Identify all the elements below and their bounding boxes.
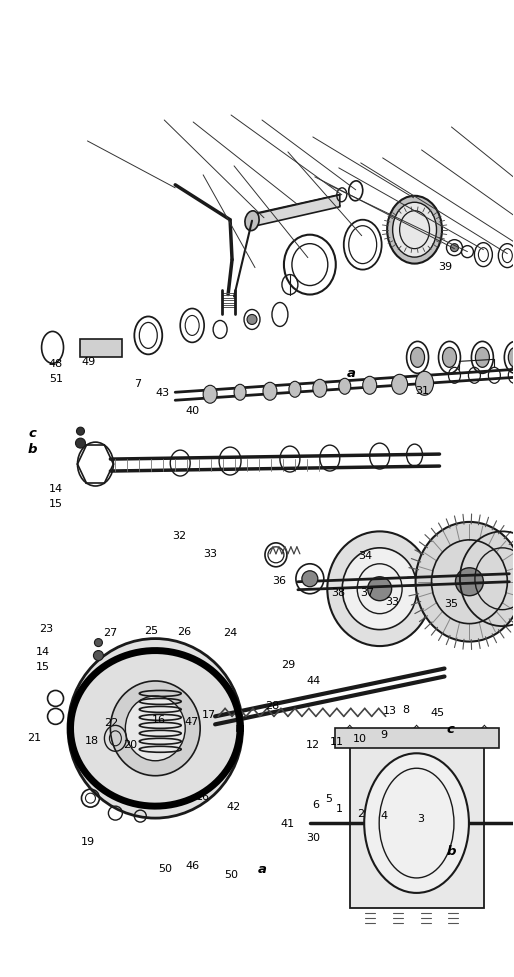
Ellipse shape [443, 348, 456, 368]
Text: 46: 46 [186, 861, 200, 871]
Ellipse shape [327, 531, 432, 647]
Ellipse shape [342, 548, 417, 630]
Circle shape [77, 428, 84, 436]
Text: 34: 34 [359, 551, 373, 561]
Text: 1: 1 [336, 803, 342, 813]
Text: 6: 6 [312, 799, 319, 809]
Ellipse shape [364, 753, 469, 893]
Text: b: b [28, 443, 37, 456]
Text: 43: 43 [155, 388, 169, 398]
Text: 50: 50 [225, 870, 238, 879]
Text: 33: 33 [386, 597, 399, 607]
Ellipse shape [125, 697, 185, 761]
Ellipse shape [387, 196, 442, 265]
Text: 16: 16 [152, 714, 166, 724]
Circle shape [450, 244, 458, 252]
Text: 22: 22 [104, 717, 118, 727]
Ellipse shape [289, 382, 301, 398]
Ellipse shape [393, 203, 436, 258]
Text: 36: 36 [272, 575, 286, 585]
Text: 38: 38 [331, 588, 345, 598]
Text: 26: 26 [177, 626, 191, 637]
Text: 17: 17 [203, 709, 216, 719]
Text: c: c [447, 723, 455, 736]
Text: 35: 35 [444, 599, 458, 609]
Ellipse shape [313, 380, 327, 398]
Text: 37: 37 [360, 588, 374, 598]
Text: 30: 30 [306, 832, 320, 842]
Text: 2: 2 [358, 808, 364, 818]
Text: b: b [447, 844, 456, 858]
Text: 20: 20 [123, 739, 137, 748]
Text: 51: 51 [49, 373, 63, 383]
Ellipse shape [234, 385, 246, 401]
Text: 44: 44 [306, 675, 321, 686]
Text: 8: 8 [402, 704, 409, 714]
Text: 27: 27 [103, 627, 117, 638]
Ellipse shape [416, 372, 433, 396]
Text: 29: 29 [281, 658, 295, 669]
Text: 31: 31 [415, 386, 429, 396]
Text: 50: 50 [158, 864, 172, 873]
Text: 12: 12 [306, 739, 320, 748]
Ellipse shape [263, 383, 277, 401]
Ellipse shape [245, 212, 259, 232]
Text: 14: 14 [49, 484, 63, 493]
Text: 7: 7 [135, 378, 142, 388]
Text: 15: 15 [36, 660, 50, 671]
Text: 42: 42 [227, 801, 241, 811]
Circle shape [247, 316, 257, 325]
Circle shape [455, 569, 483, 596]
Text: 23: 23 [39, 623, 53, 634]
Ellipse shape [203, 386, 217, 404]
Text: a: a [258, 862, 267, 875]
Text: 15: 15 [49, 498, 63, 508]
Text: 40: 40 [186, 405, 200, 415]
Circle shape [94, 651, 103, 660]
Text: c: c [29, 427, 36, 440]
Text: 14: 14 [35, 646, 50, 657]
Text: 28: 28 [265, 700, 280, 710]
Text: 9: 9 [380, 729, 388, 739]
Ellipse shape [475, 348, 489, 368]
Bar [81, 340, 122, 358]
Text: 13: 13 [383, 705, 397, 715]
Circle shape [368, 577, 392, 601]
Text: 41: 41 [281, 818, 295, 828]
Text: 5: 5 [325, 793, 332, 803]
Text: 10: 10 [353, 733, 366, 743]
Ellipse shape [411, 348, 425, 368]
Circle shape [76, 439, 85, 448]
Text: 4: 4 [380, 810, 387, 820]
Text: 24: 24 [223, 627, 237, 638]
Text: 11: 11 [329, 736, 343, 745]
Text: 21: 21 [27, 732, 41, 742]
Text: 39: 39 [438, 262, 453, 272]
Text: 18: 18 [85, 735, 99, 744]
Ellipse shape [508, 348, 514, 368]
Text: 47: 47 [185, 716, 199, 726]
Circle shape [302, 572, 318, 587]
Polygon shape [350, 739, 484, 908]
Ellipse shape [111, 681, 200, 776]
Ellipse shape [339, 379, 351, 395]
Text: 25: 25 [144, 625, 158, 636]
Text: 16: 16 [196, 791, 210, 801]
Text: 48: 48 [49, 359, 63, 368]
Ellipse shape [392, 375, 408, 395]
Text: 49: 49 [82, 357, 96, 366]
Polygon shape [335, 729, 499, 748]
Ellipse shape [68, 639, 243, 819]
Text: 45: 45 [430, 707, 445, 717]
Text: 3: 3 [417, 813, 425, 823]
Text: a: a [346, 367, 355, 380]
Text: 33: 33 [203, 549, 217, 559]
Ellipse shape [416, 523, 514, 642]
Circle shape [95, 639, 102, 647]
Text: 32: 32 [172, 531, 186, 540]
Ellipse shape [363, 377, 377, 395]
Polygon shape [252, 195, 340, 228]
Text: 19: 19 [81, 836, 95, 846]
